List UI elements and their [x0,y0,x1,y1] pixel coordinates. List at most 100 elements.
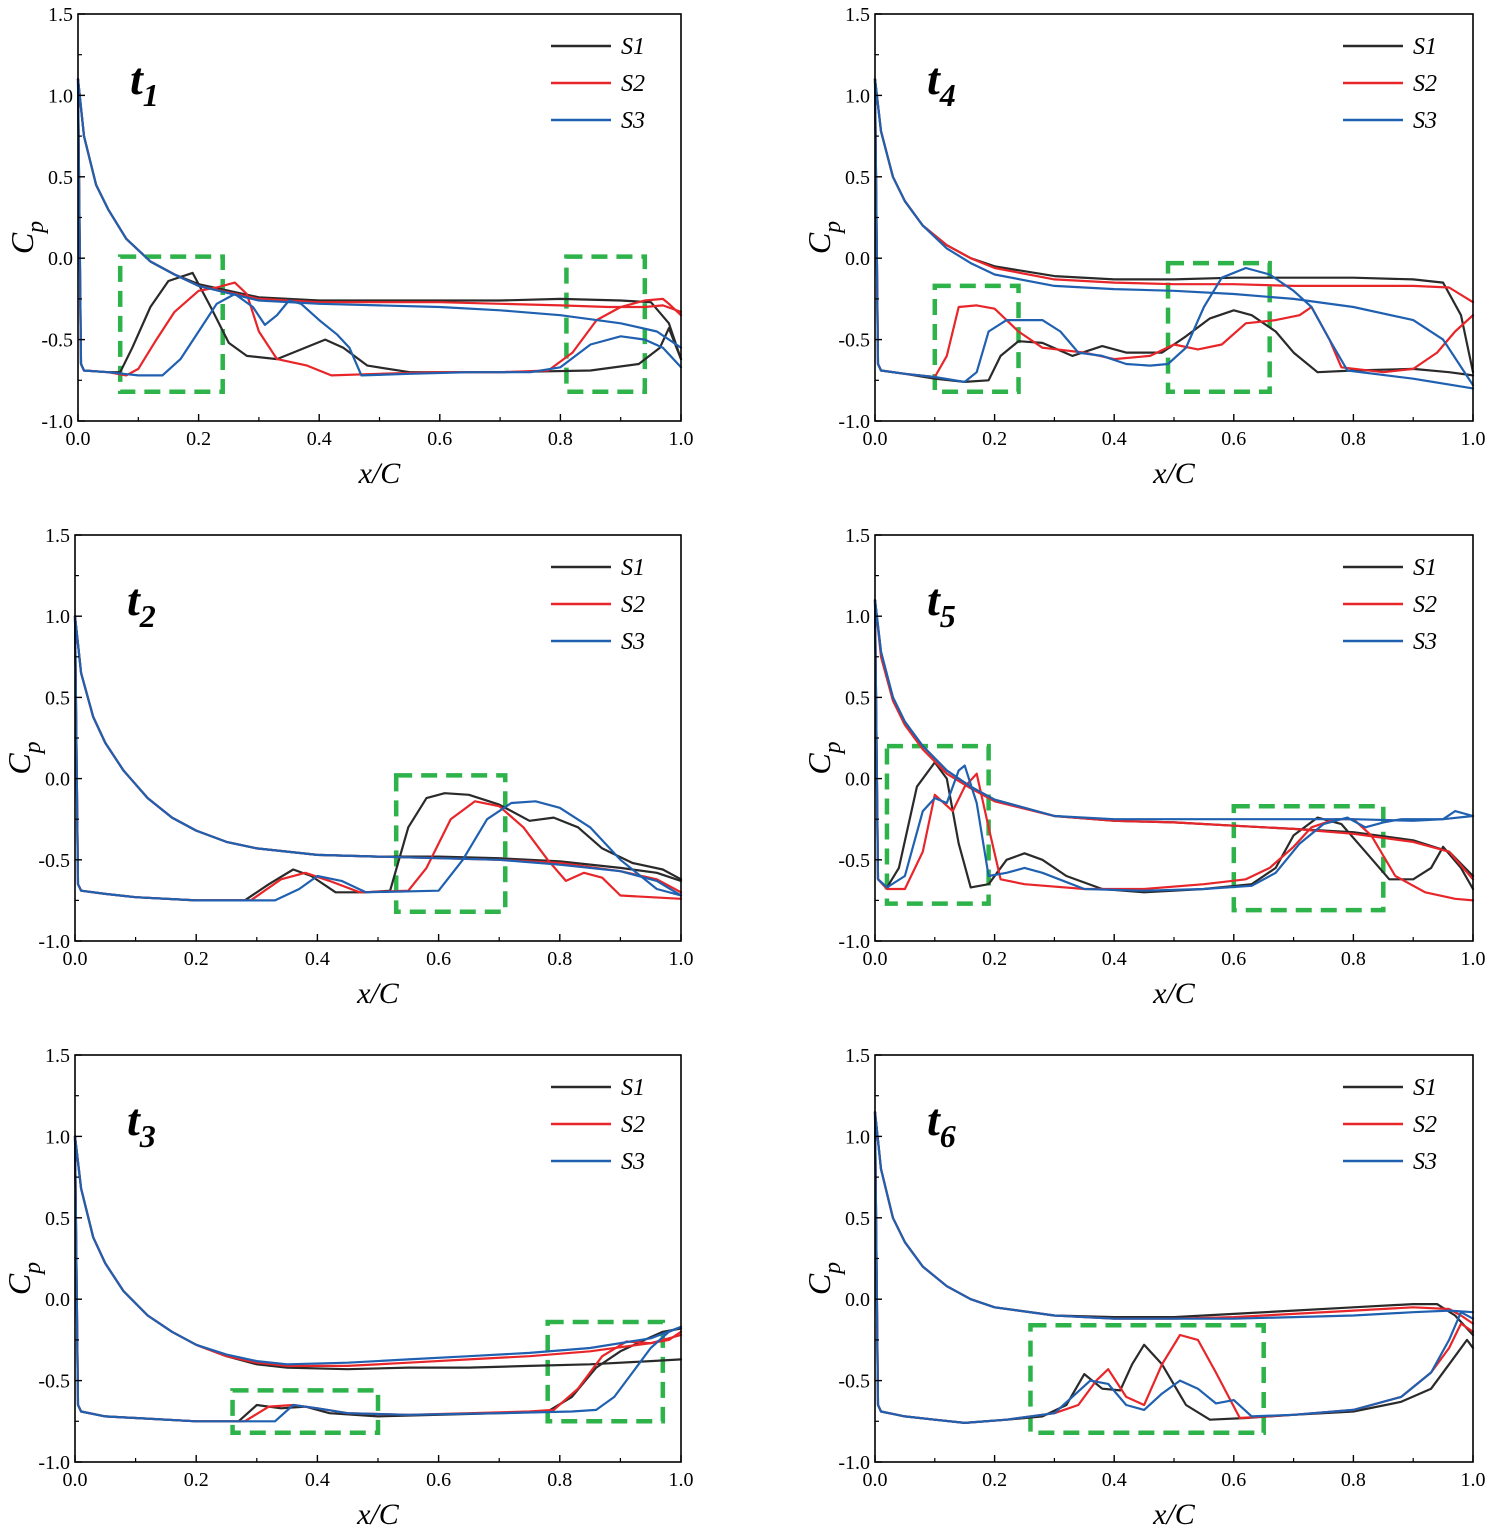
highlight-box [1231,803,1386,913]
y-tick-label: 0.5 [845,167,870,189]
x-tick-label: 0.4 [305,1469,330,1491]
y-tick-label: 0.0 [45,769,70,791]
x-tick-label: 0.0 [863,1469,888,1491]
y-axis-label-main: C [801,232,837,254]
x-tick-label: 0.8 [1341,428,1366,450]
legend-label: S3 [621,108,645,134]
highlight-box [932,283,1021,394]
legend-label: S2 [621,1112,645,1138]
y-tick-label: 1.5 [845,4,870,26]
y-tick-label: 1.0 [45,606,70,628]
x-tick-label: 0.8 [1341,948,1366,970]
y-tick-label: -1.0 [38,931,70,953]
plot-frame [74,534,682,942]
series-line-s3-lower [873,598,1475,892]
x-tick-label: 0.0 [863,948,888,970]
series-line-s2-upper [76,77,683,313]
legend-label: S2 [621,71,645,97]
x-tick-label: 0.6 [427,428,452,450]
highlight-box [564,254,648,394]
x-tick-label: 1.0 [1461,1469,1486,1491]
x-tick-label: 0.4 [1102,948,1127,970]
x-tick-label: 0.0 [63,1469,88,1491]
x-tick-label: 0.8 [547,1469,572,1491]
y-tick-label: -1.0 [838,411,870,433]
y-tick-label: 0.5 [45,687,70,709]
legend-label: S3 [621,629,645,655]
y-axis-label-main: C [801,1273,837,1295]
series-line-s1-upper [73,615,683,883]
legend-label: S2 [621,592,645,618]
y-axis-label-main: C [801,753,837,775]
series-line-s1-upper [873,1110,1475,1337]
x-tick-label: 0.2 [186,428,211,450]
y-tick-label: 1.5 [845,1045,870,1067]
x-axis-label: x/C [1152,1498,1196,1531]
x-tick-label: 1.0 [1461,428,1486,450]
x-axis-label: x/C [358,457,402,490]
series-line-s1-upper [73,1135,683,1371]
x-tick-label: 0.4 [1102,428,1127,450]
legend-label: S1 [1413,34,1437,60]
series-line-s2-lower [73,615,683,902]
x-tick-label: 0.0 [63,948,88,970]
legend-label: S3 [621,1149,645,1175]
series-line-s2-upper [73,1135,683,1368]
series-line-s2-lower [76,77,683,377]
y-tick-label: -0.5 [838,330,870,352]
series-line-s3-lower [873,77,1475,390]
y-tick-label: -0.5 [838,1371,870,1393]
plot-frame [874,534,1474,942]
y-axis-label-main: C [1,753,37,775]
legend-label: S3 [1413,1149,1437,1175]
panel-label-sub: 5 [940,598,956,634]
y-tick-label: 1.0 [45,1126,70,1148]
y-axis-label-main: C [1,1273,37,1295]
highlight-box [884,743,991,906]
chart-panel-1: 0.0 0.2 0.4 0.6 0.8 1.0 -1.0 -0.5 0.0 0.5 1.0 1.5 x/… [4,4,694,490]
y-axis-label: Cp [801,1262,846,1295]
series-line-s3-upper [76,77,683,349]
x-axis-label: x/C [1152,977,1196,1010]
y-axis-label-sub: p [23,221,49,235]
y-tick-label: -1.0 [41,411,73,433]
legend-label: S1 [621,1075,645,1101]
chart-panel-2: 0.0 0.2 0.4 0.6 0.8 1.0 -1.0 -0.5 0.0 0.5 1.0 1.5 x/… [801,4,1486,490]
x-tick-label: 1.0 [669,428,694,450]
panel-label-sub: 6 [940,1118,956,1154]
panel-label-sub: 1 [143,77,159,113]
series-line-s3-upper [73,1135,683,1366]
x-tick-label: 0.2 [184,948,209,970]
x-tick-label: 0.6 [1221,948,1246,970]
legend-label: S3 [1413,108,1437,134]
x-tick-label: 1.0 [1461,948,1486,970]
x-tick-label: 0.2 [982,428,1007,450]
y-axis-label: Cp [4,221,49,254]
series-line-s3-lower [73,615,683,902]
y-axis-label-main: C [4,232,40,254]
chart-panel-4: 0.0 0.2 0.4 0.6 0.8 1.0 -1.0 -0.5 0.0 0.5 1.0 1.5 x/… [801,525,1486,1010]
x-axis-label: x/C [356,1498,400,1531]
panel-label: t6 [927,1094,956,1154]
series-line-s1-upper [873,77,1475,374]
series-line-s2-lower [73,1135,683,1423]
x-tick-label: 0.2 [184,1469,209,1491]
y-tick-label: 1.0 [48,85,73,107]
legend-label: S1 [621,555,645,581]
panel-label: t3 [127,1094,156,1154]
legend-label: S1 [621,34,645,60]
x-tick-label: 0.4 [1102,1469,1127,1491]
y-tick-label: 0.0 [845,769,870,791]
y-tick-label: -1.0 [38,1452,70,1474]
y-axis-label: Cp [801,221,846,254]
y-axis-label-sub: p [820,221,846,235]
y-tick-label: 0.5 [845,1208,870,1230]
series-line-s3-upper [873,598,1475,822]
legend-label: S2 [1413,71,1437,97]
legend-label: S2 [1413,1112,1437,1138]
x-tick-label: 0.6 [1221,428,1246,450]
series-line-s1-lower [73,1135,683,1423]
y-tick-label: -1.0 [838,1452,870,1474]
series-line-s2-upper [873,77,1475,304]
